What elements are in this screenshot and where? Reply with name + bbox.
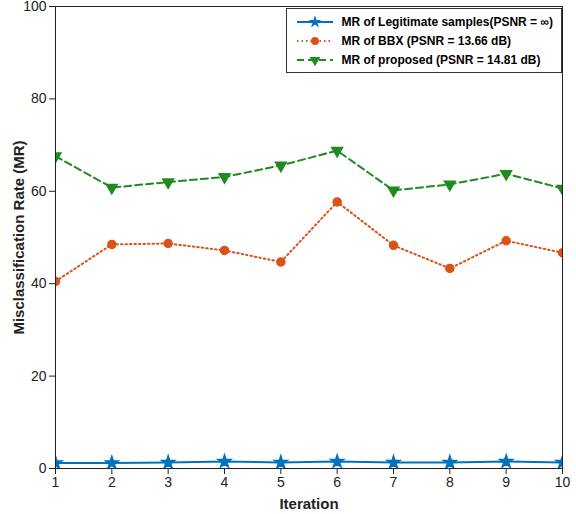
svg-text:0: 0 xyxy=(39,460,47,476)
html-text:MR of BBX (PSNR = 13.66 dB): MR of BBX (PSNR = 13.66 dB) xyxy=(341,33,512,48)
svg-text:Iteration: Iteration xyxy=(279,495,338,512)
svg-text:3: 3 xyxy=(164,474,172,490)
svg-text:60: 60 xyxy=(31,183,47,199)
svg-text:2: 2 xyxy=(108,474,116,490)
svg-text:9: 9 xyxy=(502,474,510,490)
svg-text:6: 6 xyxy=(333,474,341,490)
svg-text:40: 40 xyxy=(31,275,47,291)
svg-text:10: 10 xyxy=(555,474,571,490)
svg-text:Misclassification Rate (MR): Misclassification Rate (MR) xyxy=(10,140,27,334)
svg-text:100: 100 xyxy=(23,0,47,14)
svg-text:5: 5 xyxy=(277,474,285,490)
svg-text:4: 4 xyxy=(221,474,229,490)
svg-text:8: 8 xyxy=(446,474,454,490)
html-text:MR of Legitimate samples(PSNR: MR of Legitimate samples(PSNR = ∞) xyxy=(341,14,553,29)
html-text:MR of proposed (PSNR = 14.81 d: MR of proposed (PSNR = 14.81 dB) xyxy=(341,52,541,67)
svg-text:20: 20 xyxy=(31,368,47,384)
svg-text:80: 80 xyxy=(31,90,47,106)
svg-text:7: 7 xyxy=(390,474,398,490)
svg-text:1: 1 xyxy=(52,474,60,490)
